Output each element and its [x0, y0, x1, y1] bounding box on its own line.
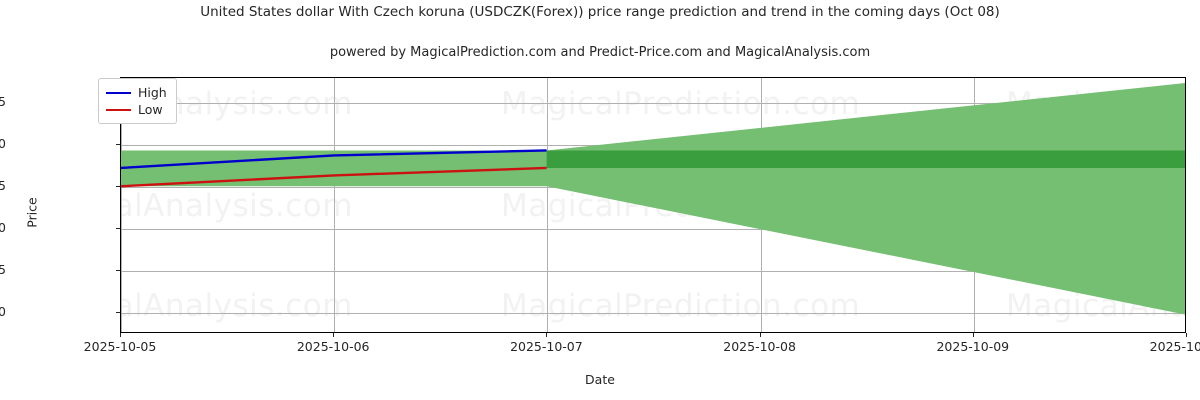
gridline-x [121, 78, 122, 332]
y-tick-mark [116, 228, 120, 230]
legend-label-high: High [138, 85, 167, 100]
x-tick-mark [1186, 333, 1187, 337]
y-tick-label: 19.5 [0, 262, 6, 277]
series-line-high [121, 150, 547, 167]
x-tick-label: 2025-10-08 [723, 339, 796, 354]
gridline-x [334, 78, 336, 332]
gridline-y [121, 271, 1185, 272]
price-lines [121, 78, 1185, 332]
prediction-bands [121, 83, 1185, 315]
legend-label-low: Low [138, 102, 163, 117]
x-tick-label: 2025-10-06 [296, 339, 370, 354]
y-tick-mark [116, 312, 120, 313]
x-tick-mark [972, 333, 974, 337]
y-tick-mark [116, 270, 120, 271]
chart-subtitle: powered by MagicalPrediction.com and Pre… [329, 45, 871, 60]
x-tick-label: 2025-10-09 [936, 339, 1010, 354]
y-tick-mark [116, 186, 120, 188]
y-axis-title: Price [24, 197, 40, 228]
x-tick-mark [333, 333, 335, 337]
plot-area: MagicalAnalysis.com MagicalPrediction.co… [120, 77, 1186, 333]
legend-swatch-low [106, 108, 131, 111]
x-tick-mark [759, 333, 761, 337]
y-tick-label: 21.0 [0, 136, 6, 152]
y-tick-mark [116, 144, 120, 146]
x-tick-mark [120, 333, 121, 337]
x-tick-label: 2025-10-05 [83, 339, 157, 354]
band-inner-range [546, 150, 1185, 168]
x-tick-mark [546, 333, 548, 337]
gridline-y [121, 229, 1185, 231]
y-tick-label: 19.0 [0, 304, 6, 319]
gridline-y [121, 313, 1185, 314]
series-line-low [121, 168, 547, 186]
y-tick-label: 20.5 [0, 178, 6, 194]
x-tick-label: 2025-10-07 [510, 339, 583, 354]
x-axis-title: Date [585, 372, 615, 387]
legend-item-high: High [106, 84, 167, 101]
legend-swatch-high [106, 91, 131, 94]
y-tick-label: 20.0 [0, 220, 6, 236]
chart-title: United States dollar With Czech koruna (… [200, 4, 1000, 20]
x-tick-label: 2025-10-10 [1149, 339, 1200, 354]
gridline-x [547, 78, 549, 332]
legend-item-low: Low [106, 101, 167, 118]
band-outer-range [121, 83, 1185, 315]
chart-legend: High Low [98, 78, 177, 124]
y-tick-label: 21.5 [0, 94, 6, 110]
gridline-y [121, 103, 1185, 105]
